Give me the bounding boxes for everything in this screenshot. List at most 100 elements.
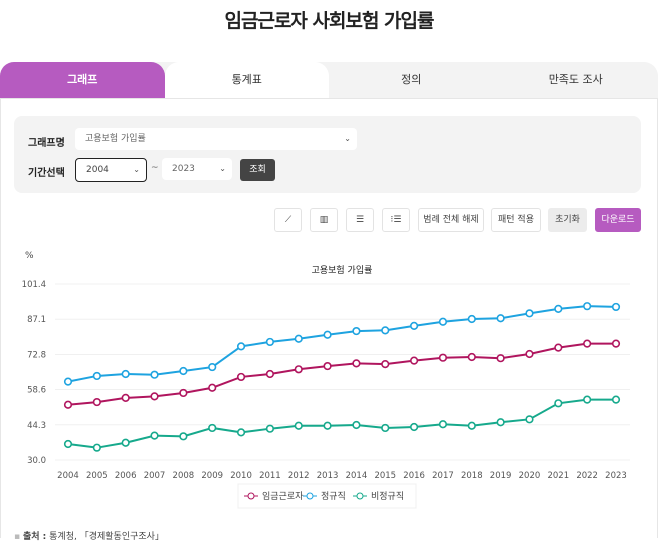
x-tick-label: 2012 (288, 471, 310, 481)
tab-survey[interactable]: 만족도 조사 (494, 62, 658, 98)
data-point (180, 433, 187, 440)
data-point (353, 360, 360, 367)
legend-marker (357, 493, 363, 499)
data-point (122, 371, 129, 378)
data-point (295, 335, 302, 342)
source-label: 출처 : (23, 532, 46, 542)
data-point (122, 395, 129, 402)
data-point (497, 419, 504, 426)
data-point (382, 361, 389, 368)
tab-graph[interactable]: 그래프 (0, 62, 165, 98)
data-point (411, 323, 418, 330)
y-tick-label: 30.0 (27, 456, 46, 466)
x-tick-label: 2019 (490, 471, 512, 481)
data-point (526, 310, 533, 317)
data-point (122, 439, 129, 446)
download-button[interactable]: 다운로드 (595, 208, 641, 232)
line-chart-icon[interactable]: ⟋ (274, 208, 302, 232)
series-line-1 (68, 306, 616, 381)
to-year-value: 2023 (172, 164, 195, 174)
chevron-down-icon: ⌄ (133, 159, 140, 181)
data-point (151, 432, 158, 439)
data-point (267, 371, 274, 378)
data-point (613, 304, 620, 311)
x-tick-label: 2017 (432, 471, 454, 481)
y-tick-label: 58.6 (27, 386, 46, 396)
data-point (555, 400, 562, 407)
x-tick-label: 2005 (86, 471, 108, 481)
data-point (584, 303, 591, 310)
data-point (94, 373, 101, 380)
data-point (411, 424, 418, 431)
data-point (238, 374, 245, 381)
data-point (267, 425, 274, 432)
data-point (468, 422, 475, 429)
data-point (411, 357, 418, 364)
source-note: ▪ 출처 : 통계청, 「경제활동인구조사」 (14, 529, 164, 542)
graph-select[interactable]: 고용보험 가입률 ⌄ (75, 128, 357, 150)
data-point (324, 363, 331, 370)
y-tick-label: 101.4 (22, 280, 46, 290)
data-point (295, 422, 302, 429)
x-tick-label: 2004 (57, 471, 79, 481)
data-point (555, 344, 562, 351)
data-point (324, 422, 331, 429)
data-point (497, 355, 504, 362)
data-point (209, 384, 216, 391)
data-point (267, 339, 274, 346)
x-tick-label: 2018 (461, 471, 483, 481)
chevron-down-icon: ⌄ (344, 128, 351, 150)
x-tick-label: 2022 (576, 471, 598, 481)
x-tick-label: 2013 (317, 471, 339, 481)
tab-table[interactable]: 통계표 (165, 62, 330, 98)
legend-item: 비정규직 (371, 491, 404, 502)
data-point (324, 331, 331, 338)
data-point (151, 393, 158, 400)
x-tick-label: 2021 (547, 471, 569, 481)
legend-item: 정규직 (321, 491, 346, 502)
data-point (584, 396, 591, 403)
x-tick-label: 2016 (403, 471, 425, 481)
data-point (382, 327, 389, 334)
data-point (497, 315, 504, 322)
data-point (94, 444, 101, 451)
tab-definition[interactable]: 정의 (329, 62, 494, 98)
x-tick-label: 2014 (346, 471, 368, 481)
legend-marker (307, 493, 313, 499)
data-point (353, 422, 360, 429)
data-point (440, 354, 447, 361)
horizontal-bar-icon[interactable]: ☰ (346, 208, 374, 232)
to-year-select[interactable]: 2023 ⌄ (162, 158, 232, 180)
data-point (468, 316, 475, 323)
page-title: 임금근로자 사회보험 가입률 (0, 6, 658, 33)
x-tick-label: 2008 (173, 471, 195, 481)
data-point (440, 318, 447, 325)
legend-marker (248, 493, 254, 499)
y-tick-label: 87.1 (27, 315, 46, 325)
data-point (613, 396, 620, 403)
x-tick-label: 2015 (374, 471, 396, 481)
y-tick-label: 44.3 (27, 421, 46, 431)
data-point (555, 306, 562, 313)
graph-select-value: 고용보험 가입률 (85, 134, 146, 144)
bar-chart-icon[interactable]: ▥ (310, 208, 338, 232)
chart-title: 고용보험 가입률 (312, 264, 373, 276)
from-year-value: 2004 (86, 165, 109, 175)
period-label: 기간선택 (28, 164, 65, 179)
chevron-down-icon: ⌄ (219, 158, 226, 180)
x-tick-label: 2007 (144, 471, 166, 481)
data-point (295, 366, 302, 373)
from-year-select[interactable]: 2004 ⌄ (75, 158, 147, 182)
legend-off-button[interactable]: 범례 전체 해제 (418, 208, 484, 232)
series-line-2 (68, 400, 616, 448)
data-point (382, 425, 389, 432)
query-button[interactable]: 조회 (240, 159, 275, 181)
x-tick-label: 2010 (230, 471, 252, 481)
tab-bar: 그래프 통계표 정의 만족도 조사 (0, 62, 658, 98)
data-point (613, 340, 620, 347)
data-point (209, 364, 216, 371)
pattern-button[interactable]: 패턴 적용 (491, 208, 541, 232)
list-icon[interactable]: ⁝☰ (382, 208, 410, 232)
reset-button[interactable]: 초기화 (548, 208, 587, 232)
